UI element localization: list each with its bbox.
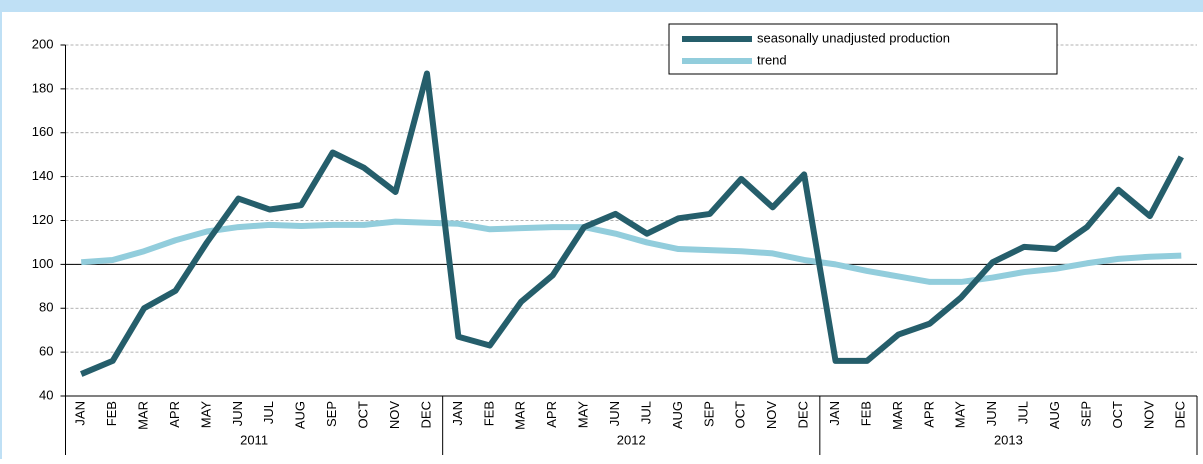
x-tick-label: JAN xyxy=(450,401,465,426)
x-tick-label: OCT xyxy=(1110,401,1125,429)
y-tick-label: 120 xyxy=(32,212,54,227)
x-tick-label: DEC xyxy=(796,401,811,428)
x-tick-label: JUN xyxy=(607,401,622,426)
x-tick-label: JAN xyxy=(827,401,842,426)
y-tick-label: 100 xyxy=(32,256,54,271)
x-tick-label: APR xyxy=(921,401,936,428)
x-tick-label: JUL xyxy=(261,401,276,424)
legend-box xyxy=(668,23,1058,75)
legend-label: trend xyxy=(757,52,787,67)
x-group-label: 2012 xyxy=(617,432,646,447)
y-tick-label: 140 xyxy=(32,168,54,183)
legend-label: seasonally unadjusted production xyxy=(757,30,950,45)
x-tick-label: DEC xyxy=(418,401,433,428)
x-tick-label: JUL xyxy=(1016,401,1031,424)
y-tick-label: 180 xyxy=(32,80,54,95)
x-tick-label: MAY xyxy=(198,401,213,429)
top-band xyxy=(0,0,1203,12)
x-tick-label: FEB xyxy=(104,401,119,426)
y-tick-label: 80 xyxy=(39,300,53,315)
x-tick-label: SEP xyxy=(701,401,716,427)
x-tick-label: OCT xyxy=(356,401,371,429)
x-tick-label: SEP xyxy=(1078,401,1093,427)
x-tick-label: APR xyxy=(544,401,559,428)
y-tick-label: 200 xyxy=(32,36,54,51)
x-tick-label: MAY xyxy=(576,401,591,429)
x-group-label: 2013 xyxy=(994,432,1023,447)
x-tick-label: MAR xyxy=(136,401,151,430)
y-tick-label: 40 xyxy=(39,387,53,402)
x-tick-label: AUG xyxy=(293,401,308,429)
series-line xyxy=(81,218,1182,285)
x-tick-label: AUG xyxy=(1047,401,1062,429)
x-tick-label: NOV xyxy=(1141,401,1156,430)
x-tick-label: JAN xyxy=(73,401,88,426)
legend: seasonally unadjusted production trend xyxy=(668,23,1058,75)
x-tick-label: NOV xyxy=(387,401,402,430)
x-tick-label: MAR xyxy=(513,401,528,430)
x-tick-label: JUN xyxy=(984,401,999,426)
x-tick-label: MAR xyxy=(890,401,905,430)
frame xyxy=(0,12,2,459)
x-group-label: 2011 xyxy=(240,432,268,447)
x-tick-label: JUN xyxy=(230,401,245,426)
x-tick-label: APR xyxy=(167,401,182,428)
series-line xyxy=(80,70,1184,377)
y-tick-label: 160 xyxy=(32,124,54,139)
x-tick-label: AUG xyxy=(670,401,685,429)
x-tick-label: FEB xyxy=(481,401,496,426)
x-tick-label: SEP xyxy=(324,401,339,427)
x-tick-label: FEB xyxy=(858,401,873,426)
x-tick-label: MAY xyxy=(953,401,968,429)
y-tick-label: 60 xyxy=(39,344,53,359)
x-tick-label: NOV xyxy=(764,401,779,430)
x-tick-label: JUL xyxy=(638,401,653,424)
x-tick-label: OCT xyxy=(733,401,748,429)
x-tick-label: DEC xyxy=(1173,401,1188,428)
